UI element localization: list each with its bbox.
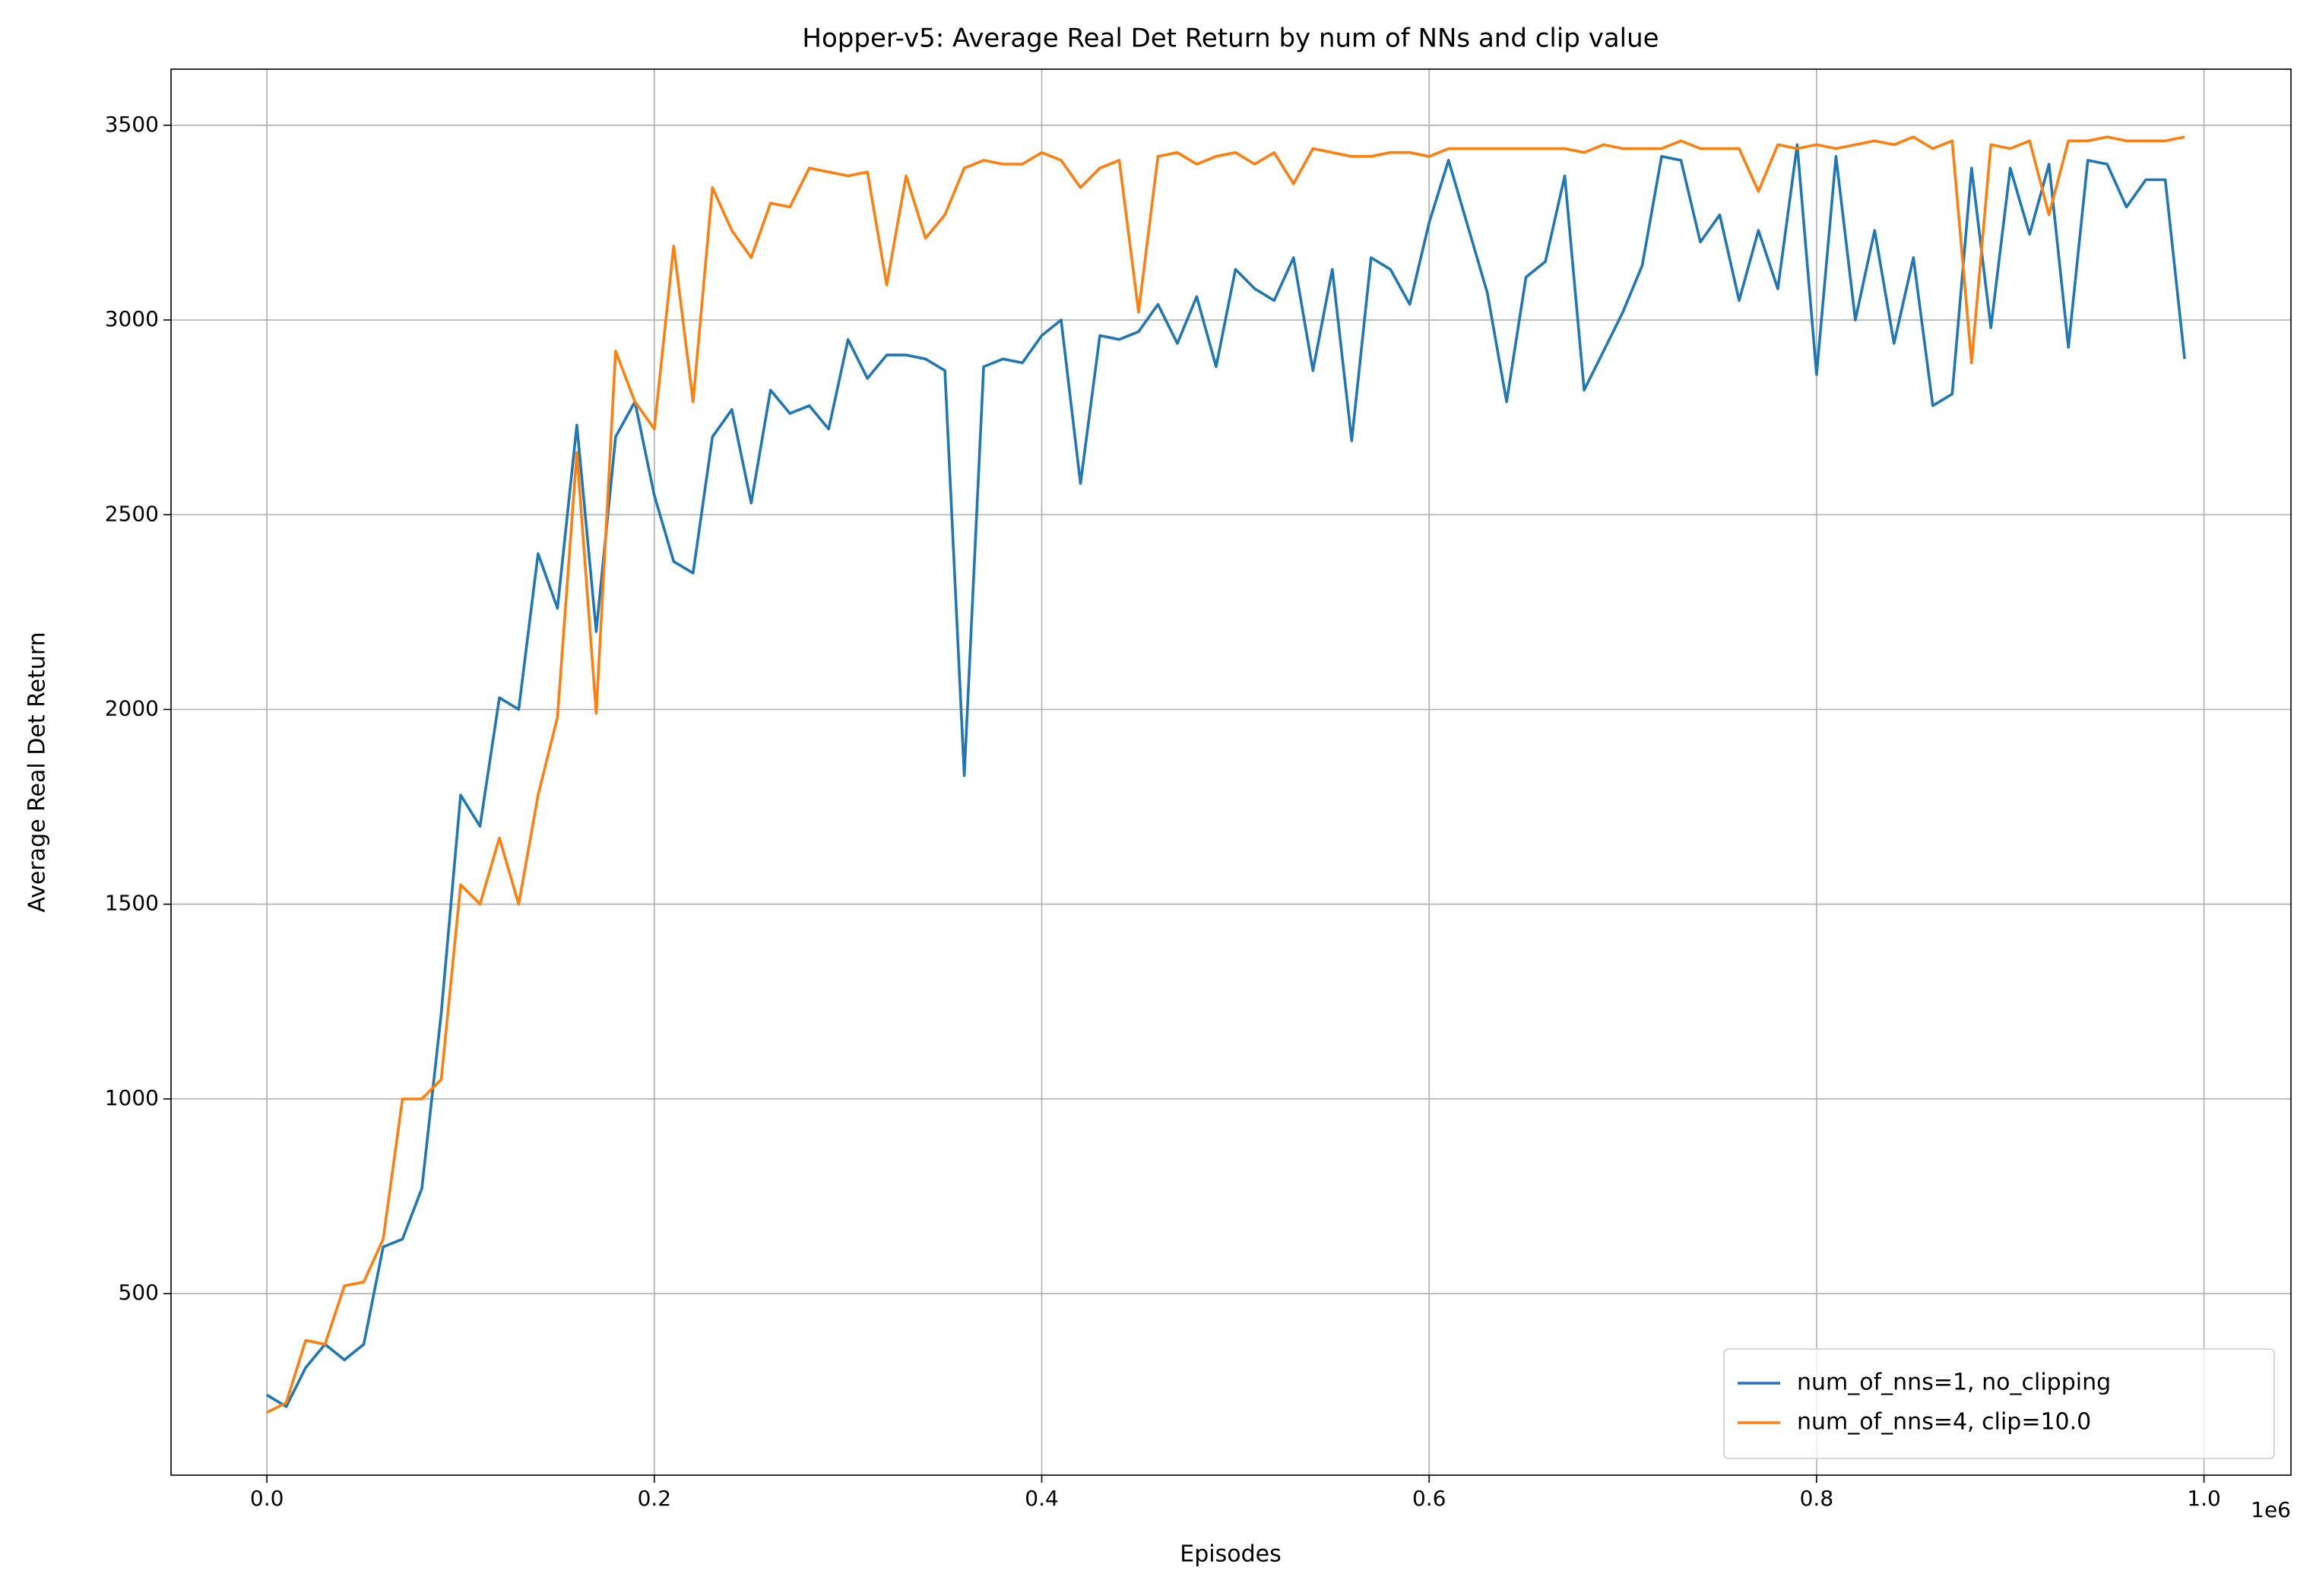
x-tick-label: 0.2 <box>638 1486 672 1511</box>
legend-box <box>1723 1348 2275 1459</box>
x-tick-label: 1.0 <box>2187 1486 2221 1511</box>
y-axis-label: Average Real Det Return <box>24 632 51 912</box>
chart-title: Hopper-v5: Average Real Det Return by nu… <box>802 24 1659 54</box>
series-line <box>266 135 2185 1414</box>
y-tick-label: 3500 <box>105 112 159 137</box>
y-tick-label: 1500 <box>105 891 159 916</box>
series-line <box>266 143 2186 1408</box>
legend-label: num_of_nns=1, no_clipping <box>1797 1370 2111 1396</box>
y-tick-label: 2500 <box>105 501 159 526</box>
y-tick-label: 3000 <box>105 306 159 331</box>
y-tick-label: 500 <box>119 1280 159 1305</box>
x-axis-label: Episodes <box>1180 1541 1281 1568</box>
y-tick-label: 2000 <box>105 695 159 720</box>
x-tick-label: 0.0 <box>250 1486 284 1511</box>
x-offset-label: 1e6 <box>2251 1497 2291 1522</box>
x-tick-label: 0.8 <box>1800 1486 1834 1511</box>
x-tick-label: 0.6 <box>1412 1486 1446 1511</box>
x-tick-label: 0.4 <box>1025 1486 1059 1511</box>
plot-frame <box>170 68 2292 1476</box>
y-tick-label: 1000 <box>105 1085 159 1110</box>
legend-label: num_of_nns=4, clip=10.0 <box>1797 1409 2091 1436</box>
